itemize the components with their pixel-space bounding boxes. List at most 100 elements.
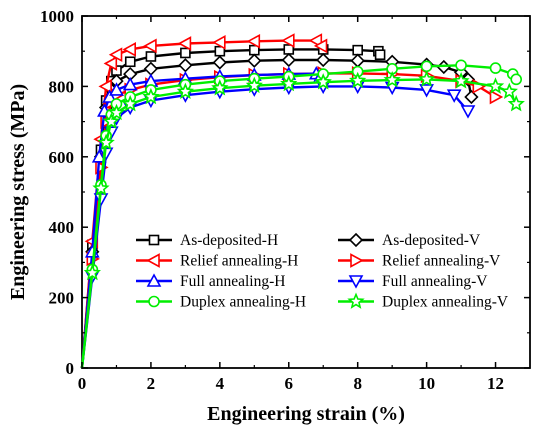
x-tick-label: 4	[216, 374, 225, 393]
data-point	[489, 62, 502, 74]
series-line	[80, 72, 497, 369]
data-point	[121, 94, 139, 112]
data-point	[314, 73, 332, 90]
data-point	[212, 35, 226, 50]
legend-item: Relief annealing-H	[136, 253, 298, 270]
series-line	[80, 58, 473, 369]
legend-label: Relief annealing-V	[382, 253, 501, 270]
y-tick-label: 1000	[40, 7, 74, 26]
legend-marker	[347, 292, 365, 309]
legend-label: Relief annealing-H	[180, 253, 298, 270]
data-point	[97, 133, 115, 151]
data-point	[419, 84, 434, 98]
data-point	[211, 79, 229, 96]
data-point	[313, 38, 328, 54]
data-point	[108, 47, 123, 63]
x-axis-label: Engineering strain (%)	[207, 403, 405, 425]
series-7	[80, 59, 523, 369]
y-axis: 0 200 400 600 800 1000	[40, 7, 530, 378]
data-point	[122, 42, 136, 57]
legend-marker	[148, 295, 160, 308]
x-tick-label: 0	[78, 374, 87, 393]
data-point	[374, 49, 386, 61]
legend-label: Duplex annealing-V	[382, 294, 509, 311]
data-point	[102, 89, 117, 103]
data-point	[177, 36, 192, 51]
legend-item: Full annealing-V	[338, 273, 488, 290]
data-point	[348, 71, 367, 89]
legend-item: As-deposited-H	[136, 232, 278, 249]
x-tick-label: 12	[487, 374, 504, 393]
legend-label: Duplex annealing-H	[180, 294, 306, 311]
y-tick-label: 400	[49, 218, 75, 237]
data-point	[98, 79, 112, 94]
y-tick-label: 800	[49, 77, 75, 96]
legend-label: As-deposited-V	[382, 232, 481, 249]
series-line	[80, 64, 518, 369]
data-point	[91, 149, 107, 163]
legend-marker	[146, 273, 162, 287]
data-point	[455, 59, 467, 72]
legend-marker	[348, 275, 364, 289]
data-point	[103, 56, 118, 71]
x-tick-label: 8	[353, 374, 362, 393]
y-tick-label: 600	[49, 148, 75, 167]
data-point	[280, 74, 298, 92]
legend-item: Duplex annealing-H	[136, 294, 306, 311]
data-point	[383, 71, 401, 88]
legend-item: Full annealing-H	[136, 273, 285, 290]
data-point	[212, 55, 227, 70]
data-point	[507, 94, 525, 112]
y-tick-label: 200	[49, 289, 75, 308]
data-point	[452, 71, 470, 89]
y-tick-label: 0	[66, 359, 75, 378]
legend-marker	[348, 232, 364, 248]
data-point	[420, 60, 433, 73]
data-point	[350, 53, 365, 68]
data-point	[500, 82, 518, 99]
x-tick-label: 2	[147, 374, 156, 393]
data-point	[102, 112, 120, 129]
data-point	[122, 76, 138, 91]
series-line	[80, 85, 469, 369]
x-tick-label: 10	[418, 374, 435, 393]
data-point	[486, 77, 505, 94]
data-point	[145, 51, 157, 62]
series-layer	[80, 33, 525, 369]
legend-item: Duplex annealing-V	[338, 292, 509, 311]
data-point	[352, 44, 363, 56]
x-tick-label: 6	[285, 374, 294, 393]
data-point	[281, 33, 295, 48]
data-point	[180, 47, 191, 59]
data-point	[247, 53, 262, 68]
data-point	[178, 58, 193, 73]
data-point	[107, 103, 126, 121]
x-axis: 0 2 4 6 8 10 12	[78, 16, 504, 393]
data-point	[143, 61, 159, 76]
data-point	[109, 82, 124, 96]
legend: As-deposited-H As-deposited-V Relief annea…	[136, 232, 509, 311]
legend-label: Full annealing-H	[180, 273, 285, 290]
series-4	[80, 66, 504, 369]
data-point	[245, 76, 263, 94]
y-axis-label: Engineering stress (MPa)	[7, 84, 29, 300]
data-point	[143, 38, 157, 54]
legend-item: Relief annealing-V	[338, 253, 501, 270]
data-point	[246, 33, 261, 49]
data-point	[464, 89, 479, 105]
legend-label: As-deposited-H	[180, 232, 278, 249]
series-6	[80, 80, 476, 369]
data-point	[176, 82, 194, 99]
legend-marker	[350, 253, 364, 268]
data-point	[418, 70, 436, 87]
data-point	[83, 263, 102, 281]
series-8	[80, 70, 525, 369]
data-point	[142, 87, 160, 105]
data-point	[92, 179, 110, 196]
data-point	[510, 73, 523, 86]
data-point	[124, 56, 136, 68]
legend-item: As-deposited-V	[338, 232, 481, 249]
data-point	[489, 89, 504, 105]
legend-marker	[148, 234, 160, 246]
